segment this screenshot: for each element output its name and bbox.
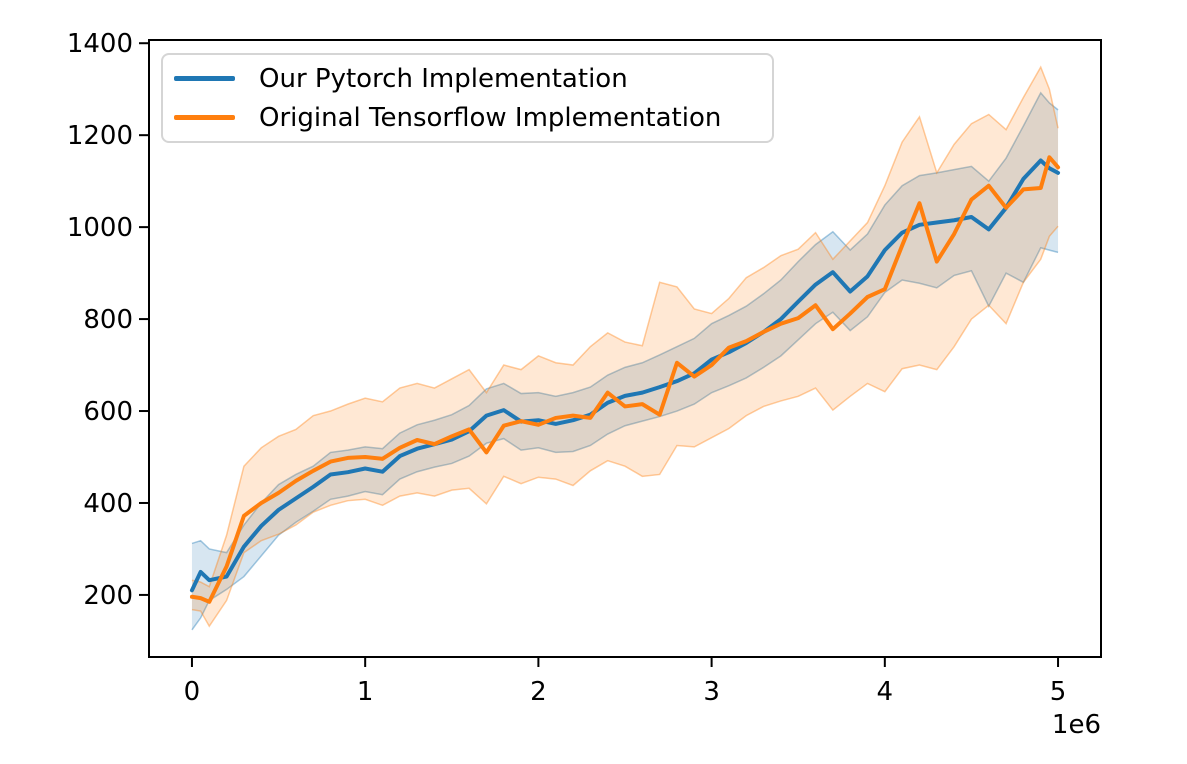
series-lines [189, 155, 1061, 604]
band-lower-edge-series-0 [191, 246, 1059, 631]
x-tick-label: 2 [530, 677, 547, 707]
legend-swatch-tensorflow-line [174, 115, 235, 120]
x-tick-label: 5 [1050, 677, 1067, 707]
legend-label-tensorflow: Original Tensorflow Implementation [259, 102, 722, 133]
y-tick-label: 1200 [67, 121, 133, 151]
y-tick-label: 600 [83, 397, 133, 427]
y-tick-label: 1000 [67, 213, 133, 243]
x-tick-label: 1 [357, 677, 374, 707]
band-upper-edge-series-1 [191, 65, 1059, 588]
band-fill-series-1 [191, 67, 1059, 627]
confidence-bands [191, 65, 1059, 631]
y-tick-label: 200 [83, 581, 133, 611]
line-series-1 [189, 155, 1061, 604]
x-tick-label: 3 [703, 677, 720, 707]
legend-label-pytorch: Our Pytorch Implementation [259, 63, 628, 94]
x-tick-label: 4 [877, 677, 894, 707]
y-tick-label: 800 [83, 305, 133, 335]
legend-swatch-pytorch-line [174, 76, 235, 81]
x-axis-offset-label: 1e6 [1052, 710, 1101, 740]
y-tick-label: 1400 [67, 29, 133, 59]
y-tick-label: 400 [83, 489, 133, 519]
legend-item-tensorflow: Original Tensorflow Implementation [163, 98, 772, 137]
x-tick-label: 0 [184, 677, 201, 707]
axes-spines [148, 39, 1102, 658]
band-upper-edge-series-0 [191, 91, 1059, 554]
legend: Our Pytorch Implementation Original Tens… [161, 53, 774, 143]
band-lower-edge-series-1 [191, 225, 1059, 628]
y-axis: 200 400 600 800 1000 1200 1400 [67, 29, 149, 611]
legend-item-pytorch: Our Pytorch Implementation [163, 59, 772, 98]
